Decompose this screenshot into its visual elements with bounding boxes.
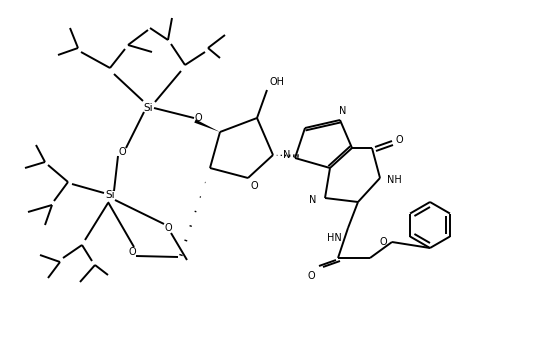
Text: N: N — [283, 150, 291, 160]
Text: O: O — [118, 147, 126, 157]
Text: O: O — [307, 271, 315, 281]
Text: Si: Si — [105, 190, 115, 200]
Text: NH: NH — [387, 175, 401, 185]
Polygon shape — [194, 119, 220, 132]
Text: O: O — [128, 247, 136, 257]
Text: HN: HN — [327, 233, 342, 243]
Text: Si: Si — [143, 103, 153, 113]
Text: O: O — [395, 135, 403, 145]
Text: O: O — [250, 181, 258, 191]
Text: OH: OH — [269, 77, 285, 87]
Text: O: O — [379, 237, 387, 247]
Text: N: N — [339, 106, 346, 116]
Text: O: O — [194, 113, 202, 123]
Text: O: O — [164, 223, 172, 233]
Text: N: N — [310, 195, 317, 205]
